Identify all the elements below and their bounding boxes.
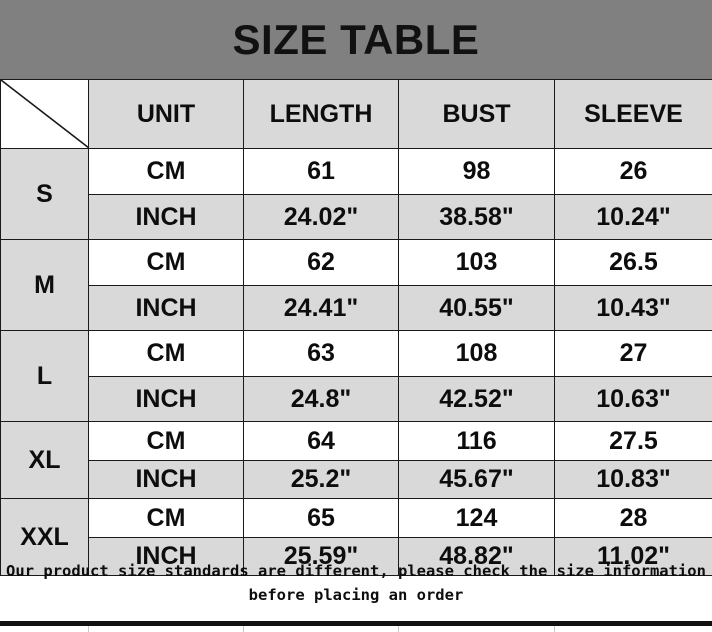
cell-bust: 40.55" [398,285,555,331]
cell-length: 25.2" [243,460,399,499]
cell-unit: INCH [88,460,244,499]
cell-length: 63 [243,330,399,377]
cell-bust: 108 [398,330,555,377]
table-row: INCH 24.41" 40.55" 10.43" [1,285,712,331]
cell-sleeve: 27.5 [554,421,712,461]
size-label-m: M [0,239,89,331]
cell-sleeve: 27 [554,330,712,377]
cell-unit: CM [88,498,244,538]
bottom-rule [0,621,712,626]
page-title: SIZE TABLE [232,15,480,63]
table-row: M CM 62 103 26.5 [0,239,712,331]
tick-col-3 [398,626,399,632]
cell-sleeve: 11.02" [554,537,712,576]
cell-sleeve: 28 [554,498,712,538]
cell-sleeve: 10.83" [554,460,712,499]
footer-note: Our product size standards are different… [0,559,712,607]
cell-sleeve: 26 [554,148,712,195]
column-header-sleeve: SLEEVE [554,79,712,149]
cell-unit: CM [88,330,244,377]
cell-bust: 116 [398,421,555,461]
cell-length: 24.02" [243,194,399,240]
cell-unit: INCH [88,285,244,331]
cell-bust: 98 [398,148,555,195]
cell-unit: CM [88,239,244,286]
cell-bust: 124 [398,498,555,538]
cell-unit: INCH [88,194,244,240]
cell-sleeve: 26.5 [554,239,712,286]
table-row: INCH 24.8" 42.52" 10.63" [1,376,712,422]
table-row: INCH 25.2" 45.67" 10.83" [1,460,712,499]
size-label-l: L [0,330,89,422]
table-row: XL CM 64 116 27.5 [0,421,712,499]
column-header-unit: UNIT [88,79,244,149]
cell-sleeve: 10.63" [554,376,712,422]
table-row: INCH 24.02" 38.58" 10.24" [1,194,712,240]
table-header-row: UNIT LENGTH BUST SLEEVE [0,79,712,149]
cell-bust: 45.67" [398,460,555,499]
table-row: XXL CM 65 124 28 [0,498,712,576]
footer-note-line-2: before placing an order [248,586,464,605]
column-header-length: LENGTH [243,79,399,149]
corner-cell [0,79,89,149]
cell-unit: INCH [88,376,244,422]
cell-unit: CM [88,421,244,461]
size-label-s: S [0,148,89,240]
cell-length: 64 [243,421,399,461]
tick-col-1 [88,626,89,632]
column-header-bust: BUST [398,79,555,149]
size-label-xxl: XXL [0,498,89,576]
bottom-column-ticks [0,626,712,632]
title-band: SIZE TABLE [0,0,712,79]
cell-length: 61 [243,148,399,195]
diagonal-slash-icon [1,80,88,148]
cell-length: 62 [243,239,399,286]
cell-length: 25.59" [243,537,399,576]
size-label-xl: XL [0,421,89,499]
tick-col-2 [243,626,244,632]
cell-bust: 38.58" [398,194,555,240]
table-row: INCH 25.59" 48.82" 11.02" [1,537,712,576]
footer-note-line-1: Our product size standards are different… [6,562,706,580]
size-table: UNIT LENGTH BUST SLEEVE S CM 61 98 26 IN… [0,79,712,576]
cell-bust: 48.82" [398,537,555,576]
cell-unit: CM [88,148,244,195]
cell-length: 24.8" [243,376,399,422]
cell-sleeve: 10.24" [554,194,712,240]
cell-sleeve: 10.43" [554,285,712,331]
cell-length: 24.41" [243,285,399,331]
table-row: S CM 61 98 26 [0,148,712,240]
tick-col-4 [554,626,555,632]
cell-length: 65 [243,498,399,538]
cell-bust: 42.52" [398,376,555,422]
cell-bust: 103 [398,239,555,286]
table-row: L CM 63 108 27 [0,330,712,422]
